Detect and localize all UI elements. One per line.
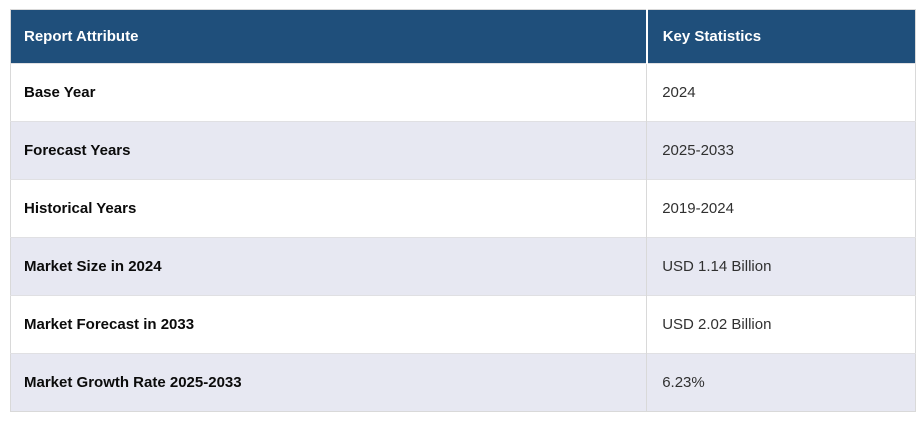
table-row: Base Year 2024 — [10, 63, 916, 122]
attribute-cell-historical-years: Historical Years — [24, 200, 137, 217]
value-cell-forecast-years: 2025-2033 — [646, 121, 916, 180]
value-cell-market-forecast: USD 2.02 Billion — [646, 295, 916, 354]
report-attribute-column-header: Report Attribute — [10, 9, 647, 64]
report-statistics-table-container: Report Attribute Key Statistics Base Yea… — [10, 9, 916, 412]
attribute-cell-base-year: Base Year — [24, 84, 96, 101]
value-cell-base-year: 2024 — [646, 63, 916, 122]
table-row: Historical Years 2019-2024 — [10, 179, 916, 238]
table-row: Market Growth Rate 2025-2033 6.23% — [10, 353, 916, 412]
table-row: Forecast Years 2025-2033 — [10, 121, 916, 180]
attribute-cell-market-forecast: Market Forecast in 2033 — [24, 316, 195, 333]
key-statistics-column-header: Key Statistics — [645, 9, 916, 64]
value-cell-market-size: USD 1.14 Billion — [646, 237, 916, 296]
value-cell-historical-years: 2019-2024 — [646, 179, 916, 238]
table-row: Market Forecast in 2033 USD 2.02 Billion — [10, 295, 916, 354]
attribute-cell-market-size: Market Size in 2024 — [24, 258, 162, 275]
report-statistics-table: Report Attribute Key Statistics Base Yea… — [10, 9, 916, 412]
table-header-row: Report Attribute Key Statistics — [10, 9, 916, 64]
value-cell-growth-rate: 6.23% — [646, 353, 916, 412]
attribute-cell-growth-rate: Market Growth Rate 2025-2033 — [24, 374, 242, 391]
attribute-cell-forecast-years: Forecast Years — [24, 142, 131, 159]
table-row: Market Size in 2024 USD 1.14 Billion — [10, 237, 916, 296]
